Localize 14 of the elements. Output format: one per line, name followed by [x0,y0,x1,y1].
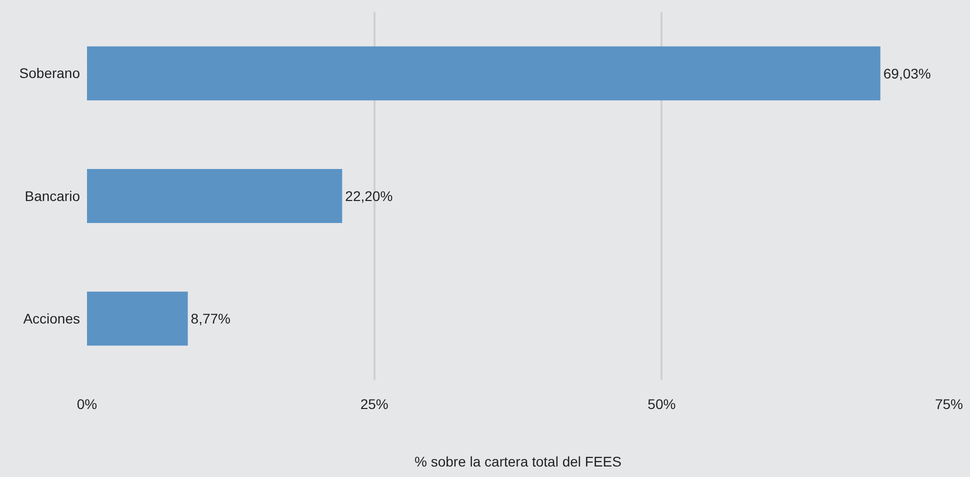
data-label: 22,20% [345,188,393,204]
data-label: 8,77% [190,310,231,327]
x-tick-label: 0% [76,396,98,412]
x-tick-label: 75% [934,396,964,412]
x-tick-label: 50% [648,396,676,412]
y-tick-label: Soberano [19,65,80,82]
x-tick-label: 25% [360,396,388,412]
bar [87,292,188,346]
bar [87,46,880,100]
bar [87,169,342,223]
y-tick-label: Bancario [24,188,80,204]
x-axis-title: % sobre la cartera total del FEES [414,453,622,470]
y-tick-label: Acciones [23,310,80,327]
data-label: 69,03% [883,65,931,82]
